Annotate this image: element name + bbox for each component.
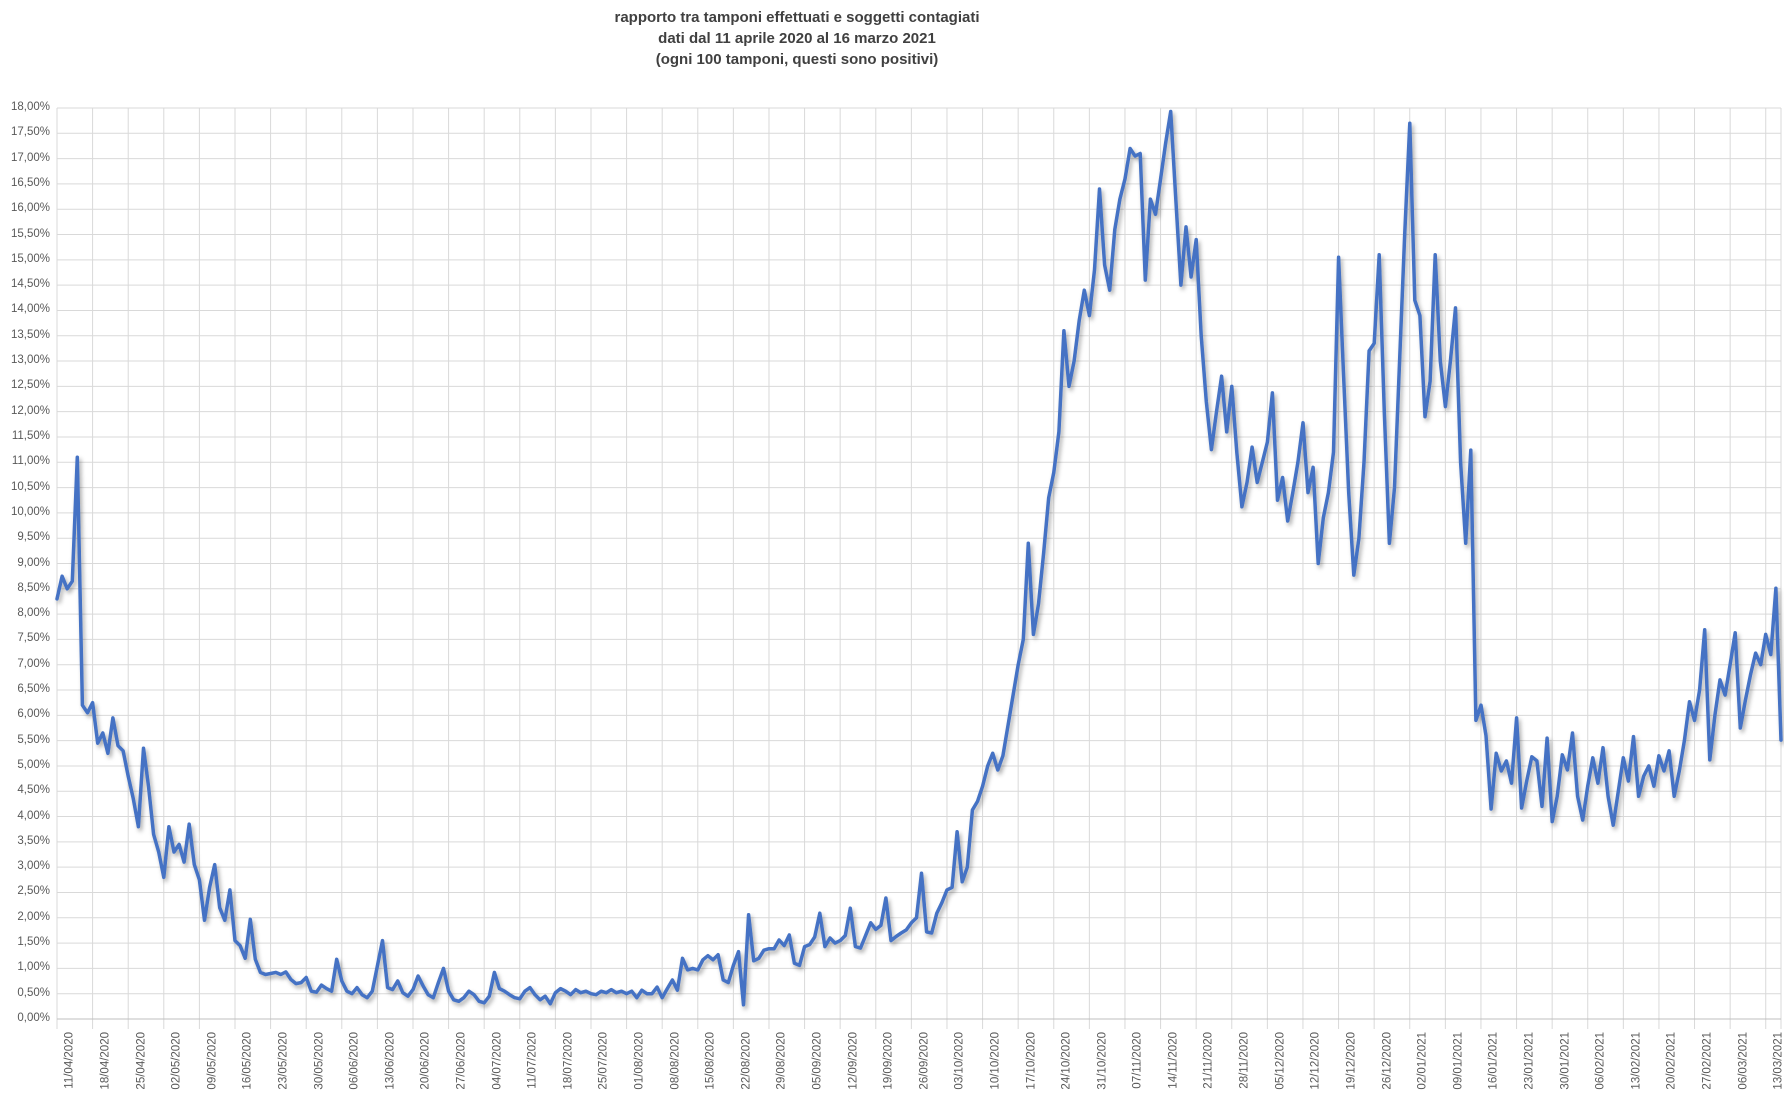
x-tick-label: 09/01/2021	[1452, 1032, 1465, 1090]
x-tick-label: 26/09/2020	[918, 1032, 931, 1090]
x-tick-label: 18/04/2020	[99, 1032, 112, 1090]
chart-title-line3: (ogni 100 tamponi, questi sono positivi)	[655, 51, 939, 68]
y-tick-label: 3,50%	[17, 834, 50, 847]
x-tick-label: 25/07/2020	[597, 1032, 610, 1090]
x-tick-label: 15/08/2020	[704, 1032, 717, 1090]
y-tick-label: 14,00%	[10, 303, 50, 316]
x-tick-label: 06/06/2020	[348, 1032, 361, 1090]
y-tick-label: 4,50%	[17, 784, 50, 797]
x-tick-label: 07/11/2020	[1131, 1032, 1144, 1089]
x-tick-label: 30/01/2021	[1559, 1032, 1572, 1090]
y-tick-label: 1,00%	[17, 961, 50, 974]
y-tick-label: 5,00%	[17, 758, 50, 771]
y-tick-label: 13,50%	[10, 328, 50, 341]
y-tick-label: 12,00%	[10, 404, 50, 417]
x-tick-label: 13/02/2021	[1630, 1032, 1643, 1090]
x-tick-label: 10/10/2020	[989, 1032, 1002, 1090]
x-tick-label: 02/01/2021	[1416, 1032, 1429, 1090]
x-tick-label: 09/05/2020	[206, 1032, 219, 1090]
y-tick-label: 0,50%	[17, 986, 50, 999]
x-tick-label: 11/07/2020	[526, 1032, 539, 1089]
y-tick-label: 9,00%	[17, 556, 50, 569]
x-tick-label: 16/01/2021	[1487, 1032, 1500, 1090]
x-tick-label: 12/09/2020	[847, 1032, 860, 1090]
x-tick-label: 01/08/2020	[633, 1032, 646, 1090]
x-tick-label: 14/11/2020	[1167, 1032, 1180, 1089]
x-tick-label: 24/10/2020	[1060, 1032, 1073, 1090]
y-tick-label: 6,00%	[17, 708, 50, 721]
y-tick-label: 6,50%	[17, 683, 50, 696]
x-tick-label: 18/07/2020	[562, 1032, 575, 1090]
x-tick-label: 25/04/2020	[135, 1032, 148, 1090]
x-tick-label: 29/08/2020	[775, 1032, 788, 1090]
y-tick-label: 5,50%	[17, 733, 50, 746]
y-tick-label: 11,50%	[11, 429, 50, 442]
x-tick-label: 12/12/2020	[1309, 1032, 1322, 1090]
x-tick-label: 31/10/2020	[1096, 1032, 1109, 1090]
y-tick-label: 10,50%	[10, 480, 50, 493]
x-tick-label: 30/05/2020	[313, 1032, 326, 1090]
x-tick-label: 06/03/2021	[1737, 1032, 1750, 1090]
y-tick-label: 16,00%	[10, 202, 50, 215]
series-line	[55, 109, 1783, 1007]
x-tick-label: 20/06/2020	[419, 1032, 432, 1090]
x-tick-label: 27/06/2020	[455, 1032, 468, 1090]
y-tick-label: 15,50%	[10, 227, 50, 240]
y-tick-label: 8,00%	[17, 607, 50, 620]
chart-title-line1: rapporto tra tamponi effettuati e sogget…	[614, 9, 980, 26]
x-tick-label: 17/10/2020	[1025, 1032, 1038, 1090]
x-tick-label: 06/02/2021	[1594, 1032, 1607, 1090]
x-tick-label: 16/05/2020	[241, 1032, 254, 1090]
y-tick-label: 2,50%	[17, 885, 50, 898]
y-tick-label: 8,50%	[17, 581, 50, 594]
y-tick-label: 0,00%	[17, 1012, 50, 1024]
y-tick-label: 18,00%	[10, 101, 50, 113]
chart-title: rapporto tra tamponi effettuati e sogget…	[297, 7, 1297, 70]
x-tick-label: 03/10/2020	[953, 1032, 966, 1090]
y-tick-label: 14,50%	[10, 278, 50, 291]
x-tick-label: 08/08/2020	[669, 1032, 682, 1090]
y-tick-label: 4,00%	[17, 809, 50, 822]
chart-title-line2: dati dal 11 aprile 2020 al 16 marzo 2021	[658, 30, 936, 47]
x-tick-label: 19/12/2020	[1345, 1032, 1358, 1090]
x-tick-label: 05/12/2020	[1274, 1032, 1287, 1090]
x-tick-label: 22/08/2020	[740, 1032, 753, 1090]
x-tick-label: 23/01/2021	[1523, 1032, 1536, 1090]
y-tick-label: 13,00%	[10, 354, 50, 367]
x-tick-label: 13/06/2020	[384, 1032, 397, 1090]
x-tick-label: 05/09/2020	[811, 1032, 824, 1090]
y-tick-label: 17,00%	[10, 151, 50, 164]
x-tick-label: 20/02/2021	[1665, 1032, 1678, 1090]
x-tick-label: 11/04/2020	[64, 1032, 76, 1089]
y-tick-label: 12,50%	[10, 379, 50, 392]
x-tick-label: 04/07/2020	[491, 1032, 504, 1090]
x-tick-label: 02/05/2020	[170, 1032, 183, 1090]
x-tick-label: 13/03/2021	[1772, 1032, 1784, 1090]
y-tick-label: 7,50%	[17, 632, 50, 645]
y-tick-label: 16,50%	[10, 176, 50, 189]
y-tick-label: 7,00%	[17, 657, 50, 670]
x-tick-label: 26/12/2020	[1381, 1032, 1394, 1090]
y-tick-label: 9,50%	[17, 531, 50, 544]
y-tick-label: 10,00%	[10, 505, 50, 518]
x-tick-label: 27/02/2021	[1701, 1032, 1714, 1090]
x-tick-label: 23/05/2020	[277, 1032, 290, 1090]
y-tick-label: 2,00%	[17, 910, 50, 923]
y-tick-label: 3,00%	[17, 860, 50, 873]
x-tick-label: 28/11/2020	[1238, 1032, 1251, 1089]
x-tick-label: 19/09/2020	[882, 1032, 895, 1090]
y-tick-label: 11,00%	[11, 455, 50, 468]
y-tick-label: 15,00%	[10, 252, 50, 265]
x-tick-label: 21/11/2020	[1203, 1032, 1216, 1089]
y-tick-label: 1,50%	[17, 936, 50, 949]
y-tick-label: 17,50%	[10, 126, 50, 139]
